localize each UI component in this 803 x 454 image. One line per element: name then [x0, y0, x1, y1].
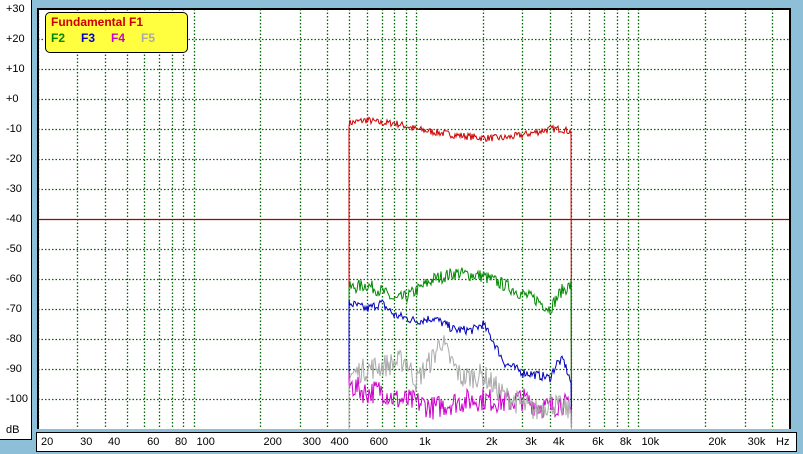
x-axis-panel: 20 30 40 60 80 100 200 300 400 600 1k 2k 3k 4k 6k 8k 10k…	[36, 432, 797, 452]
series-line-2	[348, 267, 572, 430]
y-tick-label: -70	[6, 303, 22, 315]
y-axis-label: dB	[6, 424, 20, 436]
x-tick-label: 60	[147, 436, 160, 448]
y-tick-label: -30	[6, 183, 22, 195]
x-tick-label: 6k	[592, 436, 604, 448]
series-line-5	[348, 335, 572, 430]
series-line-1	[348, 116, 572, 430]
x-tick-label: 20k	[708, 436, 727, 448]
y-tick-label: +20	[6, 33, 25, 45]
x-tick-label: 30	[80, 436, 93, 448]
x-tick-label: 3k	[525, 436, 537, 448]
x-tick-label: 80	[174, 436, 188, 448]
x-tick-label: 4k	[552, 436, 565, 448]
y-tick-label: +0	[6, 93, 19, 105]
y-tick-label: -10	[6, 123, 22, 135]
x-tick-label: 1k	[418, 436, 431, 448]
y-tick-label: -50	[6, 243, 22, 255]
y-tick-label: -90	[6, 363, 22, 375]
y-tick-label: +30	[6, 3, 25, 15]
legend: Fundamental F1 F2 F3 F4 F5	[45, 12, 188, 53]
y-axis-panel: +30 +20 +10 +0 -10 -20 -30 -40 -50 -60 -70 -80 -90 -1…	[0, 0, 32, 440]
legend-f3: F3	[81, 31, 96, 45]
y-tick-label: -60	[6, 273, 22, 285]
y-tick-label: -80	[6, 333, 22, 345]
x-tick-label: 2k	[485, 436, 498, 448]
x-tick-label: 100	[196, 436, 215, 448]
legend-f2: F2	[51, 31, 66, 45]
x-tick-label: 10k	[641, 436, 660, 448]
legend-f4: F4	[111, 31, 126, 45]
y-tick-label: -40	[6, 213, 22, 225]
x-tick-label: 400	[330, 436, 349, 448]
x-tick-label: 200	[263, 436, 282, 448]
x-tick-label: 8k	[619, 436, 632, 448]
x-tick-label: 20	[41, 436, 54, 448]
plot-border	[37, 8, 791, 429]
series-line-3	[348, 299, 572, 430]
x-tick-label: 300	[302, 436, 321, 448]
x-tick-label: 40	[107, 436, 121, 448]
legend-f5: F5	[141, 31, 156, 45]
y-tick-label: +10	[6, 63, 25, 75]
x-tick-label: 600	[369, 436, 388, 448]
y-tick-label: -100	[6, 393, 29, 405]
legend-fundamental: Fundamental F1	[51, 15, 144, 29]
y-tick-label: -20	[6, 153, 22, 165]
x-tick-label: 30k	[747, 436, 766, 448]
x-axis-label: Hz	[776, 436, 790, 448]
series-line-4	[348, 372, 572, 430]
